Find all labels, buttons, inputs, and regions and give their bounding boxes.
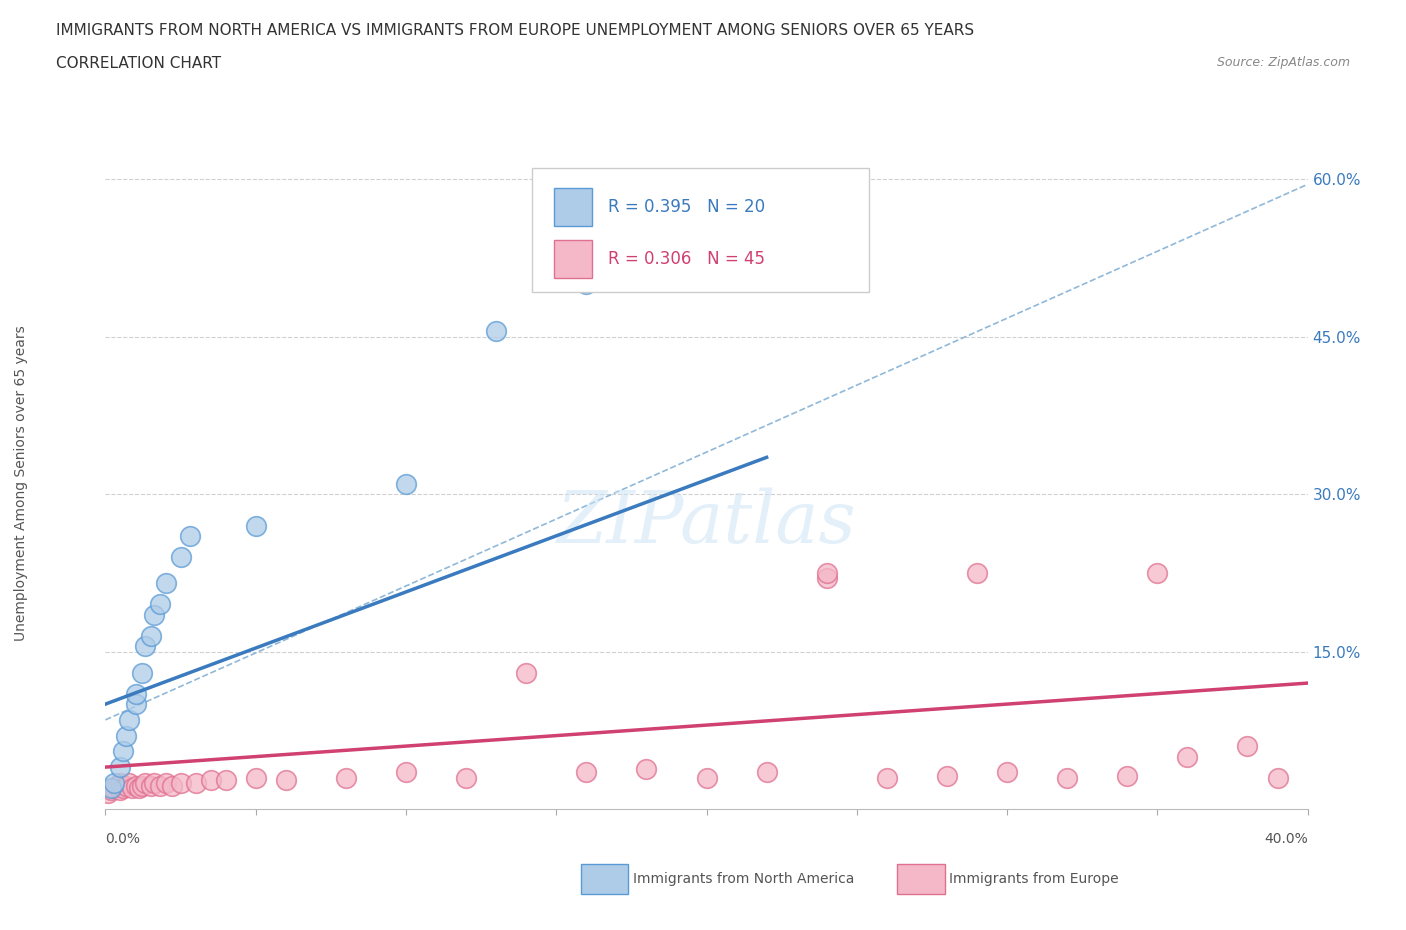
Point	[124, 778, 146, 793]
Point	[134, 639, 156, 654]
Point	[755, 764, 778, 779]
Point	[245, 518, 267, 533]
Text: R = 0.306   N = 45: R = 0.306 N = 45	[607, 250, 765, 268]
Point	[515, 665, 537, 680]
Point	[636, 762, 658, 777]
Point	[1056, 770, 1078, 785]
Point	[1146, 565, 1168, 580]
Point	[128, 780, 150, 795]
Point	[160, 778, 183, 793]
Point	[1267, 770, 1289, 785]
Text: 40.0%: 40.0%	[1264, 832, 1308, 846]
Point	[936, 768, 959, 783]
Point	[124, 697, 146, 711]
Text: Source: ZipAtlas.com: Source: ZipAtlas.com	[1216, 56, 1350, 69]
Point	[1116, 768, 1139, 783]
Point	[454, 770, 477, 785]
Point	[103, 780, 125, 795]
Point	[148, 597, 170, 612]
Point	[214, 772, 236, 787]
Text: Immigrants from Europe: Immigrants from Europe	[949, 871, 1119, 886]
FancyBboxPatch shape	[554, 240, 592, 278]
Point	[110, 783, 132, 798]
Point	[110, 776, 132, 790]
Point	[118, 712, 141, 727]
Point	[148, 778, 170, 793]
Point	[107, 778, 129, 793]
Point	[200, 772, 222, 787]
Point	[100, 783, 122, 798]
Text: Unemployment Among Seniors over 65 years: Unemployment Among Seniors over 65 years	[14, 326, 28, 642]
Point	[1175, 750, 1198, 764]
Point	[142, 607, 165, 622]
Point	[876, 770, 898, 785]
Point	[139, 778, 162, 793]
Text: ZIPatlas: ZIPatlas	[557, 487, 856, 558]
Point	[124, 686, 146, 701]
Text: 0.0%: 0.0%	[105, 832, 141, 846]
Point	[97, 786, 120, 801]
Point	[121, 780, 143, 795]
Point	[966, 565, 988, 580]
Point	[134, 776, 156, 790]
Point	[335, 770, 357, 785]
Point	[575, 276, 598, 291]
Point	[395, 764, 418, 779]
Point	[184, 776, 207, 790]
Point	[112, 780, 135, 795]
Point	[169, 550, 191, 565]
Text: Immigrants from North America: Immigrants from North America	[633, 871, 853, 886]
FancyBboxPatch shape	[533, 168, 869, 292]
Point	[155, 576, 177, 591]
Point	[179, 528, 201, 543]
Point	[696, 770, 718, 785]
Point	[115, 728, 138, 743]
Point	[139, 629, 162, 644]
Point	[112, 744, 135, 759]
FancyBboxPatch shape	[554, 188, 592, 226]
Text: IMMIGRANTS FROM NORTH AMERICA VS IMMIGRANTS FROM EUROPE UNEMPLOYMENT AMONG SENIO: IMMIGRANTS FROM NORTH AMERICA VS IMMIGRA…	[56, 23, 974, 38]
Point	[115, 778, 138, 793]
Point	[245, 770, 267, 785]
Point	[110, 760, 132, 775]
Text: CORRELATION CHART: CORRELATION CHART	[56, 56, 221, 71]
Point	[118, 776, 141, 790]
Point	[1236, 738, 1258, 753]
Point	[575, 764, 598, 779]
Point	[995, 764, 1018, 779]
Point	[815, 571, 838, 586]
Point	[142, 776, 165, 790]
Point	[131, 778, 153, 793]
Point	[155, 776, 177, 790]
Point	[100, 780, 122, 795]
Point	[103, 776, 125, 790]
Point	[395, 476, 418, 491]
Point	[169, 776, 191, 790]
Point	[815, 565, 838, 580]
Point	[485, 324, 508, 339]
Text: R = 0.395   N = 20: R = 0.395 N = 20	[607, 198, 765, 216]
Point	[274, 772, 297, 787]
Point	[131, 665, 153, 680]
